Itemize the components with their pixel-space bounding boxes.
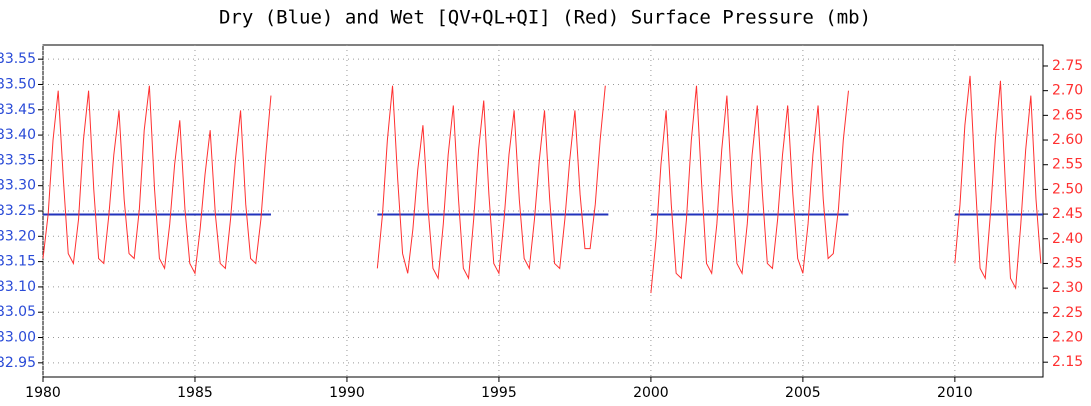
y-tick-label: 983.35: [0, 152, 36, 168]
y-tick-label: 982.95: [0, 355, 36, 371]
y2-tick-label: 2.45: [1052, 206, 1083, 222]
y-tick-label: 983.55: [0, 51, 36, 67]
y-tick-label: 983.05: [0, 304, 36, 320]
y2-tick-label: 2.50: [1052, 181, 1083, 197]
chart-title: Dry (Blue) and Wet [QV+QL+QI] (Red) Surf…: [219, 7, 871, 29]
y2-tick-label: 2.75: [1052, 58, 1083, 74]
y-tick-label: 983.10: [0, 279, 36, 295]
y2-tick-label: 2.30: [1052, 280, 1083, 296]
y-tick-label: 983.15: [0, 254, 36, 270]
y2-tick-label: 2.40: [1052, 231, 1083, 247]
y2-tick-label: 2.25: [1052, 305, 1083, 321]
y2-tick-label: 2.55: [1052, 157, 1083, 173]
y2-tick-label: 2.70: [1052, 83, 1083, 99]
y2-tick-label: 2.20: [1052, 330, 1083, 346]
y2-tick-label: 2.60: [1052, 132, 1083, 148]
data-line: [42, 75, 1042, 294]
y2-tick-label: 2.65: [1052, 107, 1083, 123]
x-tick-label: 2005: [785, 385, 821, 401]
x-tick-label: 1995: [481, 385, 517, 401]
y2-tick-label: 2.15: [1052, 354, 1083, 370]
y-tick-label: 983.40: [0, 127, 36, 143]
y-tick-label: 983.20: [0, 228, 36, 244]
y-tick-label: 983.30: [0, 178, 36, 194]
x-tick-label: 1985: [177, 385, 213, 401]
y-tick-label: 983.45: [0, 102, 36, 118]
y-tick-label: 983.00: [0, 330, 36, 346]
y2-tick-label: 2.35: [1052, 255, 1083, 271]
y-tick-label: 983.50: [0, 76, 36, 92]
y-tick-label: 983.25: [0, 203, 36, 219]
x-tick-label: 1980: [25, 385, 61, 401]
x-tick-label: 2010: [937, 385, 973, 401]
x-tick-label: 1990: [329, 385, 365, 401]
x-tick-label: 2000: [633, 385, 669, 401]
